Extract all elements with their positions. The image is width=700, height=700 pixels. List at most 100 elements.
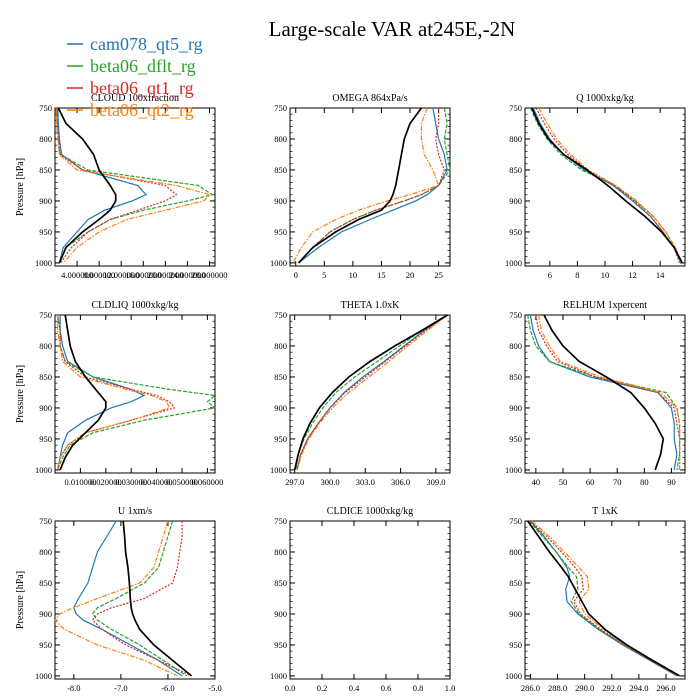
y-tick-label: 800	[39, 341, 52, 351]
series-line-cam078_qt5_rg	[529, 520, 678, 677]
x-tick-label: 14	[656, 270, 665, 280]
series-line-beta06_dflt_rg	[528, 520, 679, 677]
y-tick-label: 1000	[270, 465, 287, 475]
panel-6: RELHUM 1xpercent 750 800 850 900 950 1000 40 50 6…	[505, 300, 686, 487]
y-tick-label: 950	[39, 227, 52, 237]
x-tick-label: 25	[434, 270, 443, 280]
panel-title: CLDLIQ 1000xkg/kg	[92, 300, 179, 311]
series-line-beta06_dflt_rg	[91, 520, 188, 677]
y-tick-label: 950	[274, 640, 287, 650]
plot-frame	[289, 107, 451, 267]
y-tick-label: 800	[509, 341, 522, 351]
x-tick-label: 0.050000	[166, 477, 198, 487]
x-tick-label: 292.0	[602, 683, 621, 693]
plot-frame	[524, 520, 686, 680]
series-line-beta06_qt1_rg	[529, 520, 679, 677]
x-tick-label: 290.0	[575, 683, 594, 693]
y-tick-label: 900	[509, 196, 522, 206]
plot-frame	[54, 520, 216, 680]
series-line-cam078_qt5_rg	[529, 314, 678, 471]
x-tick-label: 309.0	[426, 477, 445, 487]
series-reference-line	[531, 107, 683, 264]
series-line-beta06_qt2_rg	[538, 107, 682, 264]
panel-title: OMEGA 864xPa/s	[332, 93, 407, 104]
panel-title: THETA 1.0xK	[341, 300, 400, 311]
panel-title: U 1xm/s	[118, 506, 152, 517]
plot-frame	[289, 520, 451, 680]
series-line-cam078_qt5_rg	[298, 107, 448, 264]
series-line-cam078_qt5_rg	[56, 315, 146, 471]
series-line-beta06_qt2_rg	[56, 315, 171, 471]
y-tick-label: 950	[509, 227, 522, 237]
y-tick-label: 750	[39, 310, 52, 320]
y-tick-label: 750	[509, 516, 522, 526]
y-tick-label: 850	[274, 372, 287, 382]
panel-9: T 1xK 750 800 850 900 950 1000 286.0 288.0 290.0 2…	[505, 506, 686, 693]
y-tick-label: 900	[509, 609, 522, 619]
y-tick-label: 950	[509, 434, 522, 444]
x-tick-label: -6.0	[161, 683, 174, 693]
x-tick-label: -5.0	[208, 683, 221, 693]
x-tick-label: 15	[377, 270, 386, 280]
y-tick-label: 1000	[270, 671, 287, 681]
y-tick-label: 800	[509, 547, 522, 557]
panel-title: CLOUD 100xfraction	[91, 93, 179, 104]
x-tick-label: 10	[349, 270, 358, 280]
series-reference-line	[59, 314, 107, 471]
y-tick-label: 950	[274, 434, 287, 444]
y-tick-label: 850	[509, 578, 522, 588]
x-tick-label: 0.0	[285, 683, 296, 693]
plot-frame	[289, 314, 451, 474]
y-tick-label: 900	[39, 609, 52, 619]
y-tick-label: 800	[274, 547, 287, 557]
y-tick-label: 900	[274, 609, 287, 619]
panel-2: OMEGA 864xPa/s 750 800 850 900 950 1000 0 5 10 15 2…	[270, 93, 451, 280]
y-axis-label: Pressure [hPa]	[15, 571, 26, 629]
panel-5: THETA 1.0xK 750 800 850 900 950 1000 297.0 300.0…	[270, 300, 451, 487]
series-reference-line	[297, 107, 423, 264]
panel-title: T 1xK	[592, 506, 618, 517]
series-reference-line	[122, 520, 193, 677]
legend-label: cam078_qt5_rg	[90, 34, 203, 54]
y-tick-label: 1000	[270, 258, 287, 268]
y-axis-label: Pressure [hPa]	[15, 365, 26, 423]
y-tick-label: 800	[39, 134, 52, 144]
x-tick-label: 28.000000	[191, 270, 227, 280]
y-tick-label: 800	[509, 134, 522, 144]
y-tick-label: 800	[274, 341, 287, 351]
y-tick-label: 750	[274, 103, 287, 113]
x-tick-label: 70	[613, 477, 622, 487]
x-tick-label: 0.020000	[90, 477, 122, 487]
x-tick-label: 4.000000	[61, 270, 93, 280]
series-line-beta06_qt1_rg	[56, 107, 178, 264]
x-tick-label: 306.0	[391, 477, 410, 487]
x-tick-label: 296.0	[656, 683, 675, 693]
x-tick-label: 294.0	[629, 683, 648, 693]
x-tick-label: 297.0	[285, 477, 304, 487]
x-tick-label: 0.6	[381, 683, 392, 693]
y-tick-label: 1000	[505, 671, 522, 681]
series-line-beta06_qt2_rg	[292, 107, 440, 264]
y-tick-label: 750	[39, 516, 52, 526]
x-tick-label: 0.030000	[115, 477, 147, 487]
x-tick-label: -7.0	[114, 683, 127, 693]
series-line-beta06_qt2_rg	[55, 107, 211, 264]
x-tick-label: 0.010000	[64, 477, 96, 487]
x-tick-label: 303.0	[356, 477, 375, 487]
y-tick-label: 900	[39, 196, 52, 206]
y-tick-label: 900	[274, 196, 287, 206]
figure-title: Large-scale VAR at245E,-2N	[269, 17, 516, 41]
series-line-beta06_dflt_rg	[529, 107, 682, 264]
y-tick-label: 900	[509, 403, 522, 413]
series-line-cam078_qt5_rg	[296, 314, 448, 471]
y-tick-label: 950	[509, 640, 522, 650]
legend-label: beta06_qt1_rg	[90, 78, 194, 98]
panel-title: RELHUM 1xpercent	[563, 300, 647, 311]
x-tick-label: 20	[406, 270, 415, 280]
y-tick-label: 1000	[505, 465, 522, 475]
x-tick-label: 1.0	[445, 683, 456, 693]
y-tick-label: 950	[274, 227, 287, 237]
legend: cam078_qt5_rgbeta06_dflt_rgbeta06_qt1_rg…	[67, 34, 203, 120]
series-reference-line	[543, 314, 665, 471]
